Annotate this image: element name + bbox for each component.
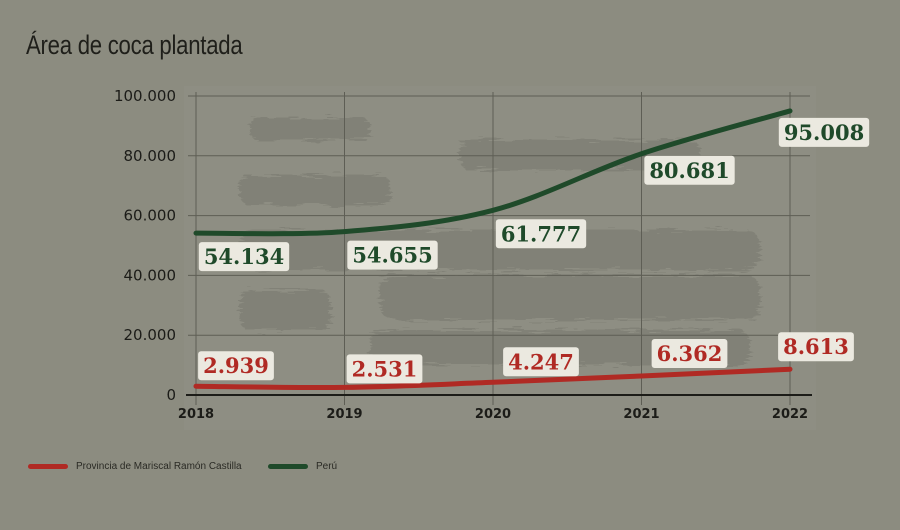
x-tick-label: 2022	[772, 407, 808, 422]
data-label-text: 6.362	[657, 341, 723, 366]
data-label-box	[198, 351, 274, 381]
y-tick-label: 100.000	[114, 87, 176, 105]
data-label-box	[347, 240, 438, 270]
data-label: 2.939	[198, 351, 274, 381]
chart-title: Área de coca plantada	[26, 30, 243, 60]
data-label: 61.777	[495, 219, 587, 249]
data-label-box	[495, 219, 587, 249]
data-label: 54.134	[198, 242, 290, 272]
data-label-text: 8.613	[783, 334, 849, 359]
data-label: 6.362	[651, 338, 728, 368]
data-label-box	[651, 338, 728, 368]
data-label-text: 54.134	[204, 244, 284, 269]
legend-label-mariscal: Provincia de Mariscal Ramón Castilla	[76, 461, 242, 472]
data-label-text: 80.681	[649, 158, 729, 183]
data-label-box	[778, 332, 854, 362]
x-tick-label: 2019	[326, 407, 362, 422]
legend-label-peru: Perú	[316, 461, 338, 472]
data-label-box	[644, 155, 735, 185]
legend-swatch-green	[268, 464, 308, 469]
series-lines	[193, 108, 793, 391]
data-label: 54.655	[347, 240, 438, 270]
series-line-1	[193, 108, 793, 237]
data-labels: 2.939 2.531 4.247 6.362 8.613 54.134 54.655 61.…	[198, 117, 870, 384]
data-label-text: 54.655	[352, 243, 432, 268]
data-label-text: 2.939	[203, 353, 269, 378]
x-tick-label: 2020	[475, 407, 511, 422]
data-label-text: 95.008	[784, 120, 864, 145]
x-tick-label: 2018	[178, 407, 214, 422]
data-label-box	[503, 347, 579, 377]
y-tick-label: 60.000	[124, 207, 177, 225]
y-tick-label: 0	[166, 386, 176, 404]
data-label: 2.531	[346, 354, 423, 384]
data-label: 80.681	[644, 155, 735, 185]
x-tick-label: 2021	[623, 407, 659, 422]
data-label-box	[346, 354, 423, 384]
legend-item-peru: Perú	[268, 461, 337, 472]
data-label: 8.613	[778, 332, 854, 362]
data-label: 95.008	[778, 117, 870, 147]
data-label-text: 61.777	[501, 221, 581, 246]
axes: 0 20.000 40.000 60.000 80.000 100.000 2018 2019…	[114, 87, 812, 422]
data-label-box	[778, 117, 870, 147]
legend-item-mariscal: Provincia de Mariscal Ramón Castilla	[28, 461, 242, 472]
legend-swatch-red	[28, 464, 68, 469]
y-tick-label: 80.000	[124, 147, 177, 165]
data-label-text: 2.531	[352, 356, 418, 381]
series-line-0	[193, 366, 793, 391]
data-label-box	[198, 242, 290, 272]
data-label-text: 4.247	[508, 349, 574, 374]
y-tick-label: 40.000	[124, 266, 177, 284]
y-tick-label: 20.000	[124, 326, 177, 344]
data-label: 4.247	[503, 347, 579, 377]
